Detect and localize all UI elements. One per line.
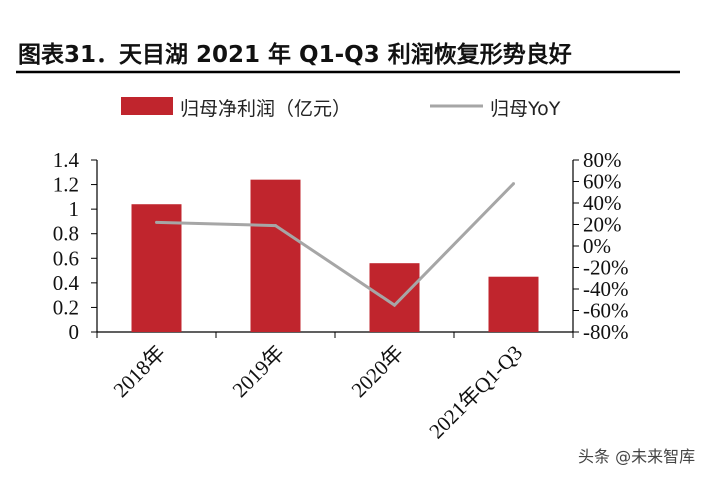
bar-0	[131, 204, 182, 332]
right-tick-label: 20%	[583, 213, 622, 237]
right-tick-label: 40%	[583, 191, 622, 215]
right-tick-label: -80%	[583, 320, 629, 344]
left-tick-label: 1.4	[53, 148, 80, 172]
right-tick-label: -40%	[583, 277, 629, 301]
bar-1	[250, 179, 301, 332]
x-tick-label: 2020年	[347, 341, 409, 403]
left-tick-label: 0.4	[53, 271, 80, 295]
right-tick-label: -60%	[583, 299, 629, 323]
legend-bar-label: 归母净利润（亿元）	[180, 98, 351, 120]
x-tick-label: 2018年	[109, 341, 171, 403]
left-tick-label: 0.6	[53, 246, 79, 270]
right-tick-label: -20%	[583, 256, 629, 280]
left-tick-label: 0	[69, 320, 80, 344]
right-tick-label: 60%	[583, 170, 622, 194]
bar-3	[488, 276, 539, 332]
right-tick-label: 0%	[583, 234, 611, 258]
bar-2	[369, 263, 420, 332]
left-tick-label: 1.2	[53, 173, 79, 197]
left-tick-label: 1	[69, 197, 80, 221]
yoy-point-1	[274, 224, 277, 228]
watermark: 头条 @未来智库	[578, 447, 695, 466]
left-tick-label: 0.8	[53, 222, 79, 246]
yoy-line	[156, 182, 515, 308]
left-tick-label: 0.2	[53, 295, 79, 319]
x-tick-label: 2021年Q1-Q3	[424, 341, 527, 444]
legend-line-label: 归母YoY	[490, 98, 561, 120]
legend-bar-swatch	[121, 97, 173, 115]
x-tick-label: 2019年	[228, 341, 290, 403]
yoy-point-2	[393, 303, 396, 307]
yoy-point-3	[512, 182, 515, 186]
right-tick-label: 80%	[583, 148, 622, 172]
yoy-point-0	[155, 220, 158, 224]
chart-title: 图表31．天目湖 2021 年 Q1-Q3 利润恢复形势良好	[18, 41, 572, 68]
